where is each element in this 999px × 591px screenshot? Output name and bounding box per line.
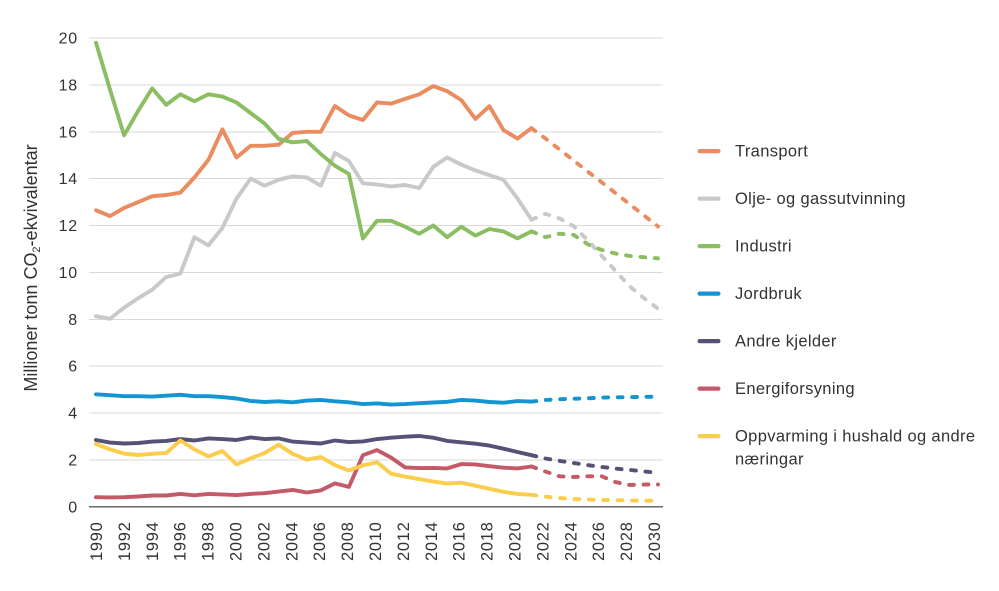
- svg-text:2002: 2002: [255, 522, 273, 562]
- svg-text:Industri: Industri: [735, 238, 792, 256]
- svg-text:2004: 2004: [283, 522, 301, 562]
- svg-text:Oppvarming i hushald og andre: Oppvarming i hushald og andre: [735, 428, 975, 446]
- svg-text:12: 12: [59, 218, 78, 235]
- svg-text:Olje- og gassutvinning: Olje- og gassutvinning: [735, 190, 906, 208]
- svg-text:2000: 2000: [228, 522, 246, 562]
- svg-text:18: 18: [59, 77, 78, 94]
- svg-text:2030: 2030: [646, 522, 664, 562]
- svg-text:0: 0: [68, 499, 78, 516]
- svg-text:1992: 1992: [116, 522, 134, 562]
- svg-text:2020: 2020: [507, 522, 525, 562]
- svg-text:6: 6: [68, 359, 78, 376]
- svg-text:2012: 2012: [395, 522, 413, 562]
- svg-text:2014: 2014: [423, 522, 441, 562]
- svg-text:14: 14: [59, 171, 78, 188]
- svg-text:2026: 2026: [590, 522, 608, 562]
- svg-text:2022: 2022: [534, 522, 552, 562]
- svg-text:2008: 2008: [339, 522, 357, 562]
- svg-text:2010: 2010: [367, 522, 385, 562]
- svg-text:Millioner tonn CO2-ekvivalenta: Millioner tonn CO2-ekvivalentar: [21, 144, 43, 391]
- svg-text:2028: 2028: [618, 522, 636, 562]
- svg-text:8: 8: [68, 312, 78, 329]
- svg-text:næringar: næringar: [735, 451, 804, 469]
- svg-text:4: 4: [68, 406, 78, 423]
- svg-text:1994: 1994: [144, 522, 162, 562]
- svg-text:10: 10: [59, 265, 78, 282]
- svg-text:2024: 2024: [562, 522, 580, 562]
- svg-text:Andre kjelder: Andre kjelder: [735, 333, 837, 351]
- svg-text:16: 16: [59, 124, 78, 141]
- svg-text:2006: 2006: [311, 522, 329, 562]
- svg-text:2018: 2018: [479, 522, 497, 562]
- svg-text:20: 20: [59, 31, 78, 48]
- svg-text:Jordbruk: Jordbruk: [735, 285, 802, 303]
- svg-text:2: 2: [68, 452, 78, 469]
- svg-text:1998: 1998: [200, 522, 218, 562]
- svg-text:1990: 1990: [88, 522, 106, 562]
- svg-text:2016: 2016: [451, 522, 469, 562]
- svg-text:Transport: Transport: [735, 143, 808, 161]
- svg-text:Energiforsyning: Energiforsyning: [735, 380, 855, 398]
- svg-text:1996: 1996: [172, 522, 190, 562]
